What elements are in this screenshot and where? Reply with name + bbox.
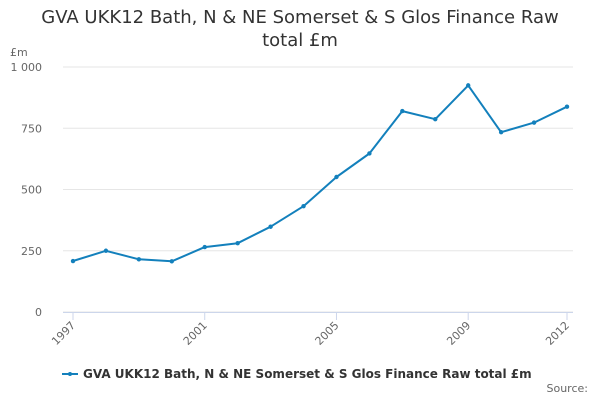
data-point (268, 224, 273, 229)
legend-marker (68, 372, 72, 376)
x-tick-label: 1997 (49, 319, 78, 348)
legend-symbol (62, 369, 78, 379)
y-tick-label: 1 000 (11, 61, 43, 74)
x-tick-label: 2012 (543, 319, 572, 348)
data-point (136, 257, 142, 262)
data-point (498, 129, 504, 135)
source-credit[interactable]: Source: (546, 382, 589, 395)
data-point (70, 258, 76, 264)
data-point (301, 203, 306, 209)
chart-title: GVA UKK12 Bath, N & NE Somerset & S Glos… (0, 6, 600, 52)
data-point (433, 116, 438, 122)
gridlines (63, 66, 573, 313)
y-tick-label: 500 (21, 184, 42, 197)
series-line (72, 84, 568, 263)
y-axis-unit-label: £m (10, 46, 28, 59)
y-tick-label: 0 (35, 306, 42, 319)
legend-label: GVA UKK12 Bath, N & NE Somerset & S Glos… (83, 367, 532, 381)
data-point (466, 83, 471, 88)
data-point (103, 248, 109, 253)
chart-title-line-1: GVA UKK12 Bath, N & NE Somerset & S Glos… (41, 7, 559, 28)
axes: £m 0 250 500 750 1 000 1997 2001 2005 2009 2012 (10, 46, 573, 348)
x-tick-label: 2001 (181, 319, 210, 348)
x-tick-label: 2009 (444, 319, 473, 348)
data-point (531, 120, 537, 125)
data-point (334, 174, 339, 180)
chart-title-line-2: total £m (262, 30, 338, 51)
series-layer (70, 83, 570, 264)
data-point (367, 151, 372, 156)
data-point (202, 244, 207, 250)
data-point (564, 104, 570, 109)
data-point (169, 259, 174, 264)
legend[interactable]: GVA UKK12 Bath, N & NE Somerset & S Glos… (62, 366, 532, 382)
y-tick-label: 250 (21, 245, 42, 258)
data-point (400, 108, 405, 114)
x-tick-label: 2005 (313, 319, 342, 348)
data-point (235, 240, 240, 246)
y-tick-label: 750 (21, 122, 42, 135)
